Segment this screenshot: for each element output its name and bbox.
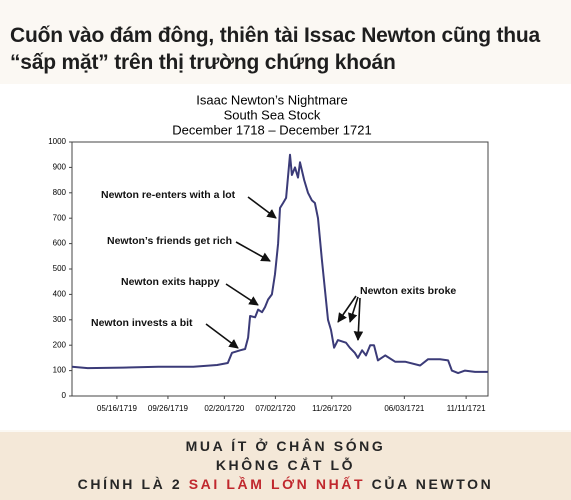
plot-frame bbox=[71, 141, 489, 397]
chart-title: Isaac Newton’s Nightmare bbox=[196, 92, 348, 107]
price-line bbox=[71, 153, 488, 375]
y-tick-label: 700 bbox=[53, 213, 67, 222]
footer-line: MUA ÍT Ở CHÂN SÓNG bbox=[185, 438, 386, 454]
annotation: Newton re-enters with a lot bbox=[101, 189, 236, 201]
footer-text: CỦA NEWTON bbox=[371, 476, 494, 492]
y-tick-label: 200 bbox=[53, 340, 67, 349]
footer-line: KHÔNG CẮT LỖ bbox=[215, 457, 356, 473]
arrow bbox=[225, 283, 259, 306]
arrows bbox=[205, 196, 364, 349]
x-tick-label: 05/16/1719 bbox=[97, 404, 138, 413]
headline-line: “sấp mặt” trên thị trường chứng khoán bbox=[10, 51, 396, 74]
arrow bbox=[337, 295, 357, 323]
x-tick-label: 06/03/1721 bbox=[384, 404, 425, 413]
arrow bbox=[353, 297, 364, 341]
y-tick-label: 100 bbox=[53, 366, 67, 375]
y-tick-label: 900 bbox=[53, 163, 67, 172]
chart-subtitle: South Sea Stock bbox=[224, 107, 321, 122]
annotation: Newton exits happy bbox=[121, 276, 220, 288]
arrow bbox=[205, 323, 239, 349]
x-tick-label: 11/11/1721 bbox=[447, 404, 486, 413]
y-tick-label: 800 bbox=[53, 188, 67, 197]
annotation: Newton exits broke bbox=[360, 285, 456, 297]
x-tick-label: 11/26/1720 bbox=[312, 404, 352, 413]
y-tick-label: 400 bbox=[53, 290, 67, 299]
headline-line: Cuốn vào đám đông, thiên tài Issac Newto… bbox=[10, 24, 541, 47]
chart-subtitle: December 1718 – December 1721 bbox=[172, 122, 371, 137]
y-tick-label: 0 bbox=[62, 391, 67, 400]
x-tick-label: 07/02/1720 bbox=[255, 404, 296, 413]
y-tick-label: 500 bbox=[53, 264, 67, 273]
footer-highlight: SAI LẦM LỚN NHẤT bbox=[188, 476, 366, 492]
x-tick-label: 09/26/1719 bbox=[148, 404, 189, 413]
arrow bbox=[247, 196, 277, 219]
annotation: Newton’s friends get rich bbox=[107, 235, 232, 247]
y-tick-label: 1000 bbox=[48, 137, 66, 146]
arrow bbox=[348, 296, 359, 323]
annotation: Newton invests a bit bbox=[91, 317, 193, 329]
footer-text: CHÍNH LÀ 2 bbox=[77, 476, 183, 492]
footer-line: CHÍNH LÀ 2 SAI LẦM LỚN NHẤT CỦA NEWTON bbox=[0, 475, 571, 494]
y-tick-label: 600 bbox=[53, 239, 67, 248]
arrow bbox=[235, 241, 271, 262]
y-tick-label: 300 bbox=[53, 315, 67, 324]
footer: MUA ÍT Ở CHÂN SÓNG KHÔNG CẮT LỖ CHÍNH LÀ… bbox=[0, 432, 571, 500]
chart: Isaac Newton’s Nightmare South Sea Stock… bbox=[0, 84, 571, 430]
x-tick-label: 02/20/1720 bbox=[204, 404, 245, 413]
headline: Cuốn vào đám đông, thiên tài Issac Newto… bbox=[10, 22, 540, 76]
